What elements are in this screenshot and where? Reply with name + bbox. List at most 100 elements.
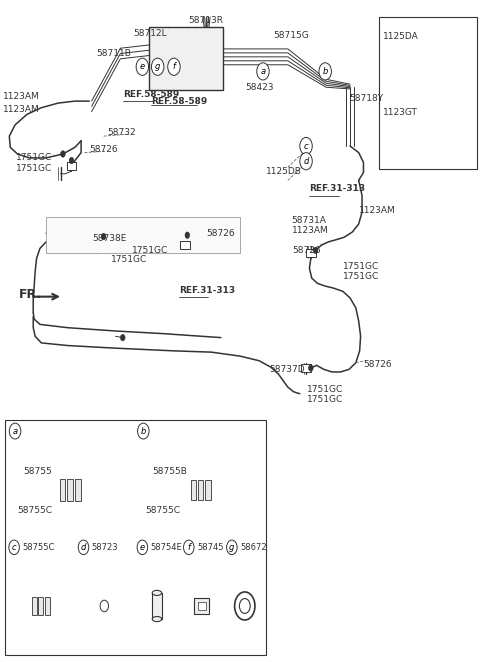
Circle shape bbox=[168, 58, 180, 75]
Text: FR.: FR. bbox=[19, 288, 42, 301]
Text: a: a bbox=[12, 426, 18, 436]
Circle shape bbox=[138, 423, 149, 439]
Ellipse shape bbox=[152, 616, 162, 622]
Circle shape bbox=[137, 540, 148, 555]
Text: d: d bbox=[303, 157, 309, 166]
Bar bbox=[38, 597, 43, 615]
Bar bbox=[379, 17, 477, 169]
Text: a: a bbox=[261, 67, 265, 76]
Circle shape bbox=[9, 540, 19, 555]
Text: REF.58-589: REF.58-589 bbox=[152, 97, 208, 107]
Text: 58712L: 58712L bbox=[134, 29, 168, 38]
Text: 58738E: 58738E bbox=[93, 234, 127, 243]
Bar bbox=[198, 602, 205, 610]
Text: 58755C: 58755C bbox=[17, 506, 52, 515]
Text: 1123AM: 1123AM bbox=[292, 226, 328, 235]
Circle shape bbox=[300, 153, 312, 170]
Text: 58726: 58726 bbox=[206, 229, 235, 238]
Text: b: b bbox=[323, 67, 328, 76]
Text: 1751GC: 1751GC bbox=[132, 246, 168, 255]
Circle shape bbox=[152, 58, 164, 75]
Ellipse shape bbox=[152, 591, 162, 595]
Bar bbox=[75, 479, 81, 500]
Text: g: g bbox=[229, 543, 235, 552]
Text: g: g bbox=[155, 62, 160, 71]
Text: 58423: 58423 bbox=[246, 83, 274, 93]
Text: 58755B: 58755B bbox=[152, 467, 187, 476]
Text: 58711B: 58711B bbox=[96, 49, 132, 58]
Text: 1123AM: 1123AM bbox=[3, 105, 40, 115]
Text: 1751GC: 1751GC bbox=[343, 272, 379, 281]
Text: 58718Y: 58718Y bbox=[349, 94, 383, 103]
Text: 58754E: 58754E bbox=[151, 543, 182, 552]
Text: c: c bbox=[12, 543, 16, 552]
Bar bbox=[45, 597, 50, 615]
Bar bbox=[306, 249, 316, 257]
Circle shape bbox=[69, 158, 74, 164]
Text: 1125DB: 1125DB bbox=[266, 167, 302, 175]
Text: 1751GC: 1751GC bbox=[343, 261, 379, 271]
Text: b: b bbox=[141, 426, 146, 436]
Bar bbox=[152, 593, 162, 619]
Bar bbox=[46, 217, 240, 253]
Text: d: d bbox=[81, 543, 86, 552]
Text: 58755: 58755 bbox=[24, 467, 52, 476]
Text: 58732: 58732 bbox=[107, 128, 135, 137]
Circle shape bbox=[300, 138, 312, 155]
Text: 58726: 58726 bbox=[293, 246, 321, 255]
Bar bbox=[68, 479, 73, 500]
Text: 1751GC: 1751GC bbox=[16, 154, 52, 162]
Bar bbox=[194, 598, 209, 614]
Text: f: f bbox=[172, 62, 176, 71]
Text: 1751GC: 1751GC bbox=[307, 395, 343, 404]
Bar bbox=[191, 479, 196, 500]
Text: 58726: 58726 bbox=[363, 359, 392, 369]
Bar bbox=[205, 479, 211, 500]
Text: 58723: 58723 bbox=[92, 543, 118, 552]
Text: c: c bbox=[304, 142, 308, 150]
Circle shape bbox=[78, 540, 89, 555]
Circle shape bbox=[183, 540, 194, 555]
Text: 1123AM: 1123AM bbox=[3, 92, 40, 101]
Text: 1125DA: 1125DA bbox=[383, 32, 419, 40]
Text: 1751GC: 1751GC bbox=[16, 164, 52, 173]
Circle shape bbox=[309, 365, 313, 371]
Text: e: e bbox=[140, 62, 145, 71]
Circle shape bbox=[185, 232, 190, 238]
Circle shape bbox=[120, 334, 125, 341]
Text: REF.31-313: REF.31-313 bbox=[310, 185, 366, 193]
Bar bbox=[32, 597, 36, 615]
Text: 1751GC: 1751GC bbox=[307, 385, 343, 394]
Text: REF.58-589: REF.58-589 bbox=[123, 90, 180, 99]
Text: 58672: 58672 bbox=[240, 543, 266, 552]
Circle shape bbox=[101, 233, 106, 240]
Bar bbox=[149, 27, 223, 90]
Bar bbox=[198, 479, 204, 500]
Text: 58731A: 58731A bbox=[292, 216, 326, 224]
Text: 58737D: 58737D bbox=[270, 365, 305, 374]
Text: e: e bbox=[140, 543, 145, 552]
Text: f: f bbox=[187, 543, 190, 552]
Text: REF.31-313: REF.31-313 bbox=[179, 285, 235, 295]
Circle shape bbox=[9, 423, 21, 439]
Text: 58755C: 58755C bbox=[146, 506, 180, 515]
Bar bbox=[60, 479, 65, 500]
Text: 58715G: 58715G bbox=[274, 30, 309, 40]
Text: 58745: 58745 bbox=[197, 543, 223, 552]
Circle shape bbox=[257, 63, 269, 80]
Text: 1123GT: 1123GT bbox=[383, 108, 418, 117]
Circle shape bbox=[313, 247, 318, 254]
Bar bbox=[180, 241, 190, 249]
Text: 1751GC: 1751GC bbox=[111, 255, 147, 264]
Circle shape bbox=[60, 151, 65, 158]
Text: 58713R: 58713R bbox=[188, 16, 223, 25]
Text: 58755C: 58755C bbox=[22, 543, 55, 552]
Bar bbox=[5, 420, 266, 655]
Text: 58726: 58726 bbox=[89, 145, 118, 154]
Bar bbox=[301, 364, 311, 372]
Circle shape bbox=[227, 540, 237, 555]
Bar bbox=[67, 162, 76, 170]
Circle shape bbox=[136, 58, 149, 75]
Circle shape bbox=[319, 63, 331, 80]
Text: 1123AM: 1123AM bbox=[359, 207, 396, 215]
